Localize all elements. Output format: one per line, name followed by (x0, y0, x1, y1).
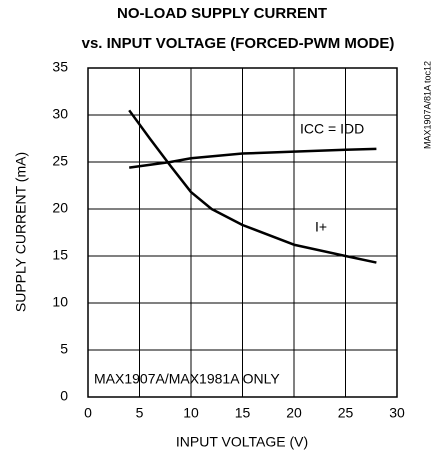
y-tick-label: 30 (52, 106, 68, 122)
series-label: ICC = IDD (300, 121, 364, 137)
series-label: I+ (315, 219, 327, 235)
x-tick-label: 15 (235, 405, 251, 421)
x-tick-label: 5 (136, 405, 144, 421)
annotation: MAX1907A/MAX1981A ONLY (94, 371, 280, 387)
chart-title: NO-LOAD SUPPLY CURRENT (117, 5, 327, 22)
y-tick-label: 25 (52, 153, 68, 169)
series-line (129, 147, 377, 169)
chart-subtitle: vs. INPUT VOLTAGE (FORCED-PWM MODE) (82, 35, 395, 52)
y-tick-label: 0 (60, 388, 68, 404)
x-tick-label: 20 (286, 405, 302, 421)
y-axis-label: SUPPLY CURRENT (mA) (13, 152, 29, 312)
y-tick-label: 10 (52, 294, 68, 310)
x-tick-label: 10 (183, 405, 199, 421)
y-tick-label: 20 (52, 200, 68, 216)
x-tick-label: 0 (84, 405, 92, 421)
x-tick-label: 25 (338, 405, 354, 421)
x-axis-label: INPUT VOLTAGE (V) (176, 434, 308, 450)
y-tick-label: 35 (52, 59, 68, 75)
x-tick-label: 30 (389, 405, 405, 421)
y-tick-label: 15 (52, 247, 68, 263)
plot-frame (87, 67, 398, 398)
y-tick-label: 5 (60, 341, 68, 357)
series-line (128, 109, 377, 264)
annotation: MAX1907A/81A toc12 (422, 61, 432, 149)
